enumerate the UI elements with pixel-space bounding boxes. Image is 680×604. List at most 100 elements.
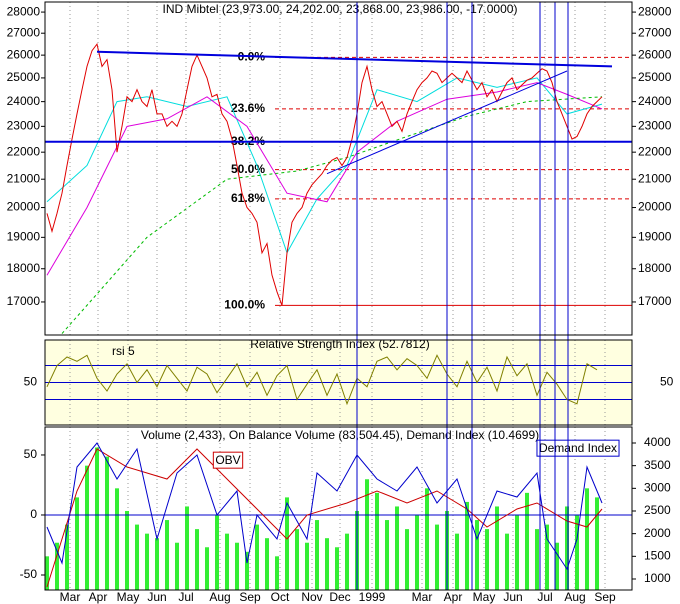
volume-bar	[65, 524, 69, 590]
volume-bar	[295, 529, 299, 590]
volume-bar	[595, 497, 599, 590]
volume-bar	[45, 556, 49, 590]
volume-bar	[345, 533, 349, 590]
series-line	[46, 82, 603, 276]
volume-bar	[375, 492, 379, 590]
y-tick-label: 50	[24, 375, 38, 389]
x-tick-label: Sep	[594, 590, 616, 604]
indicator-label: rsi 5	[112, 344, 135, 358]
y-tick-label: 17000	[638, 294, 672, 308]
panel-border	[44, 339, 633, 426]
volume-bar	[395, 506, 399, 590]
volume-bar	[455, 533, 459, 590]
volume-bar	[175, 542, 179, 590]
volume-bar	[245, 551, 249, 590]
x-tick-label: 1999	[359, 590, 386, 604]
y-tick-label: 0	[30, 507, 37, 521]
volume-bar	[335, 547, 339, 590]
volume-bar	[85, 465, 89, 590]
y2-tick-label: 1000	[644, 571, 671, 585]
volume-bar	[585, 488, 589, 590]
x-tick-label: Mar	[412, 590, 433, 604]
volume-bar	[135, 524, 139, 590]
volume-bar	[155, 538, 159, 590]
volume-bar	[115, 488, 119, 590]
y-tick-label: 24000	[7, 94, 41, 108]
y-tick-label: 17000	[7, 294, 41, 308]
volume-bar	[385, 520, 389, 590]
panel-title: Relative Strength Index (52.7812)	[250, 337, 429, 351]
series-label: Demand Index	[539, 441, 617, 455]
volume-bar	[325, 538, 329, 590]
x-tick-label: Mar	[60, 590, 81, 604]
series-line	[46, 42, 603, 306]
volume-bar	[165, 520, 169, 590]
y-tick-label: 21000	[638, 171, 672, 185]
y-tick-label: 18000	[7, 261, 41, 275]
panel-border	[44, 1, 633, 336]
y-tick-label: -50	[20, 567, 38, 581]
y-tick-label: 22000	[7, 144, 41, 158]
volume-bar	[545, 524, 549, 590]
volume-bar	[565, 506, 569, 590]
volume-bar	[285, 497, 289, 590]
volume-bar	[505, 533, 509, 590]
panel-title: Volume (2,433), On Balance Volume (83,50…	[141, 428, 539, 442]
y2-tick-label: 3500	[644, 458, 671, 472]
y-tick-label: 25000	[638, 70, 672, 84]
volume-bar	[55, 542, 59, 590]
y-tick-label: 27000	[7, 25, 41, 39]
trend-line	[96, 50, 613, 68]
y-tick-label: 24000	[638, 94, 672, 108]
y-tick-label: 20000	[7, 200, 41, 214]
volume-bar	[255, 524, 259, 590]
volume-bar	[485, 529, 489, 590]
volume-bar	[555, 542, 559, 590]
chart-title: IND Mibtel (23,973.00, 24,202.00, 23,868…	[163, 2, 518, 16]
x-tick-label: Jun	[147, 590, 166, 604]
volume-bar	[185, 506, 189, 590]
series-label-box	[212, 451, 244, 469]
x-tick-label: Nov	[301, 590, 322, 604]
volume-bar	[475, 520, 479, 590]
volume-bar	[495, 506, 499, 590]
x-tick-label: Jul	[537, 590, 552, 604]
y-tick-label: 19000	[7, 230, 41, 244]
volume-bar	[405, 529, 409, 590]
y-tick-label: 23000	[638, 119, 672, 133]
volume-bar	[435, 524, 439, 590]
volume-bar	[305, 542, 309, 590]
y-tick-label: 27000	[638, 25, 672, 39]
x-tick-label: Aug	[564, 590, 585, 604]
y-tick-label: 22000	[638, 144, 672, 158]
y2-tick-label: 2000	[644, 526, 671, 540]
series-line	[46, 354, 598, 406]
series-line	[46, 77, 603, 255]
y-tick-label: 28000	[7, 4, 41, 18]
y-tick-label: 28000	[638, 4, 672, 18]
series-line	[46, 442, 603, 571]
fib-label: 100.0%	[224, 298, 265, 312]
volume-bar	[75, 497, 79, 590]
fib-label: 23.6%	[231, 101, 265, 115]
series-label-box	[536, 439, 620, 457]
x-tick-label: Apr	[444, 590, 463, 604]
x-tick-label: Apr	[89, 590, 108, 604]
volume-bar	[225, 533, 229, 590]
x-tick-label: Jul	[178, 590, 193, 604]
y-tick-label: 19000	[638, 230, 672, 244]
x-tick-label: Jun	[503, 590, 522, 604]
volume-bar	[415, 515, 419, 590]
x-tick-label: Dec	[329, 590, 350, 604]
volume-bar	[525, 492, 529, 590]
x-tick-label: May	[473, 590, 496, 604]
y2-tick-label: 1500	[644, 548, 671, 562]
y-tick-label: 18000	[638, 261, 672, 275]
volume-bar	[535, 529, 539, 590]
y2-tick-label: 2500	[644, 503, 671, 517]
y-tick-label: 25000	[7, 70, 41, 84]
y-tick-label: 21000	[7, 171, 41, 185]
volume-bar	[465, 501, 469, 590]
x-tick-label: May	[117, 590, 140, 604]
series-label: OBV	[215, 453, 240, 467]
